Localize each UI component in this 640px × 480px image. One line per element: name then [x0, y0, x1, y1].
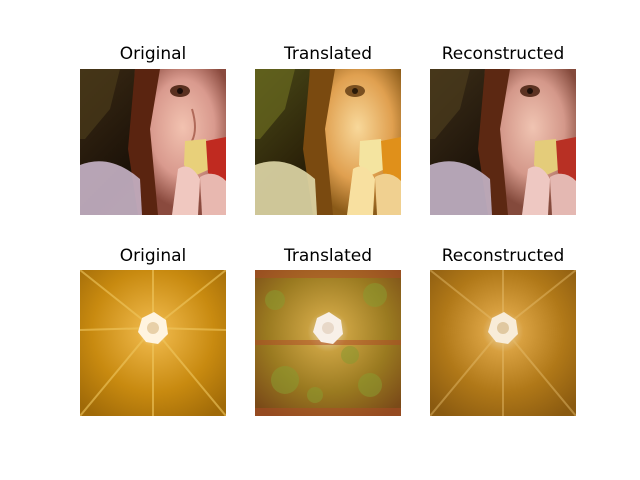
orange-original-svg [80, 270, 226, 416]
portrait-reconstructed-image [430, 69, 576, 215]
portrait-translated-image [255, 69, 401, 215]
portrait-translated-svg [255, 69, 401, 215]
panel-title-translated-row1: Translated [284, 44, 372, 64]
orange-translated-image [255, 270, 401, 416]
orange-reconstructed-svg [430, 270, 576, 416]
portrait-original-svg [80, 69, 226, 215]
panel-title-reconstructed-row2: Reconstructed [441, 246, 565, 266]
orange-reconstructed-image [430, 270, 576, 416]
panel-title-original-row1: Original [119, 44, 187, 64]
portrait-original-image [80, 69, 226, 215]
panel-title-reconstructed-row1: Reconstructed [441, 44, 565, 64]
orange-translated-svg [255, 270, 401, 416]
panel-title-translated-row2: Translated [284, 246, 372, 266]
panel-title-original-row2: Original [119, 246, 187, 266]
orange-original-image [80, 270, 226, 416]
portrait-reconstructed-svg [430, 69, 576, 215]
